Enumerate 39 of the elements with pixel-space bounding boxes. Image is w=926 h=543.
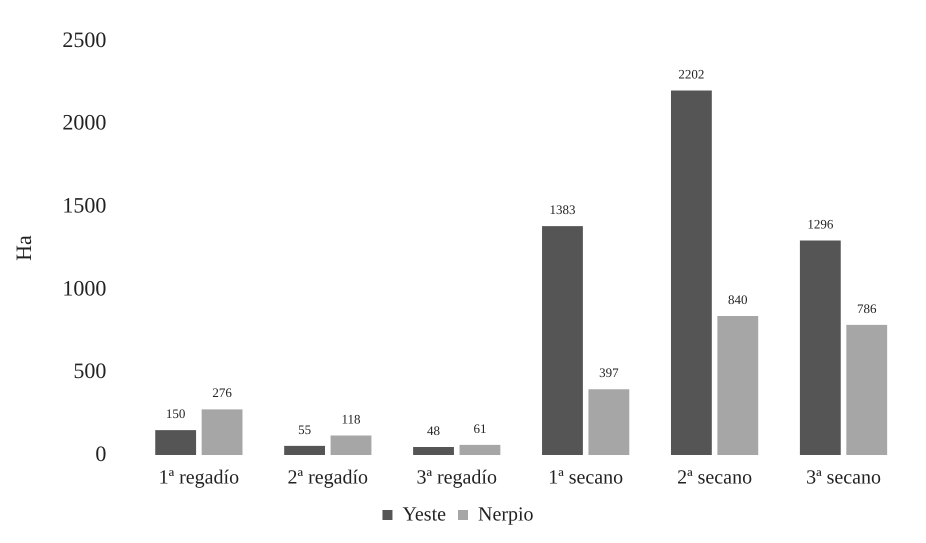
bar <box>155 430 196 455</box>
y-axis-title: Ha <box>10 235 36 261</box>
legend-label: Yeste <box>402 503 446 526</box>
data-label: 150 <box>166 406 186 422</box>
legend-label: Nerpio <box>478 503 534 526</box>
y-tick-label: 0 <box>95 440 106 466</box>
data-label: 840 <box>728 292 748 307</box>
data-label: 2202 <box>678 66 704 82</box>
data-label: 786 <box>856 300 877 316</box>
data-label: 1383 <box>549 202 576 218</box>
bar <box>717 316 758 455</box>
bar <box>460 444 500 455</box>
bar <box>800 240 841 455</box>
data-label: 61 <box>473 420 486 436</box>
data-label: 397 <box>599 365 620 380</box>
y-tick-label: 500 <box>73 358 106 384</box>
x-tick-label: 2ª regadío <box>288 466 368 488</box>
data-label: 48 <box>427 422 440 438</box>
bar <box>846 324 888 455</box>
y-tick-label: 2500 <box>62 26 106 52</box>
data-label: 276 <box>212 385 232 400</box>
bar <box>542 226 583 455</box>
data-label: 1296 <box>807 216 834 232</box>
bar <box>670 90 712 455</box>
bar <box>588 389 630 455</box>
y-tick-label: 1000 <box>62 275 106 300</box>
bar <box>202 409 242 455</box>
x-tick-label: 3ª regadío <box>416 466 497 488</box>
x-tick-label: 1ª secano <box>548 466 624 488</box>
y-tick-label: 2000 <box>62 110 106 135</box>
y-tick-label: 1500 <box>62 192 106 218</box>
bar <box>284 446 326 455</box>
x-tick-label: 3ª secano <box>806 466 881 488</box>
x-tick-label: 1ª regadío <box>158 466 240 488</box>
bar <box>330 435 372 455</box>
data-label: 55 <box>298 422 312 437</box>
bar <box>413 447 454 455</box>
data-label: 118 <box>341 411 361 426</box>
x-tick-label: 2ª secano <box>677 466 752 488</box>
